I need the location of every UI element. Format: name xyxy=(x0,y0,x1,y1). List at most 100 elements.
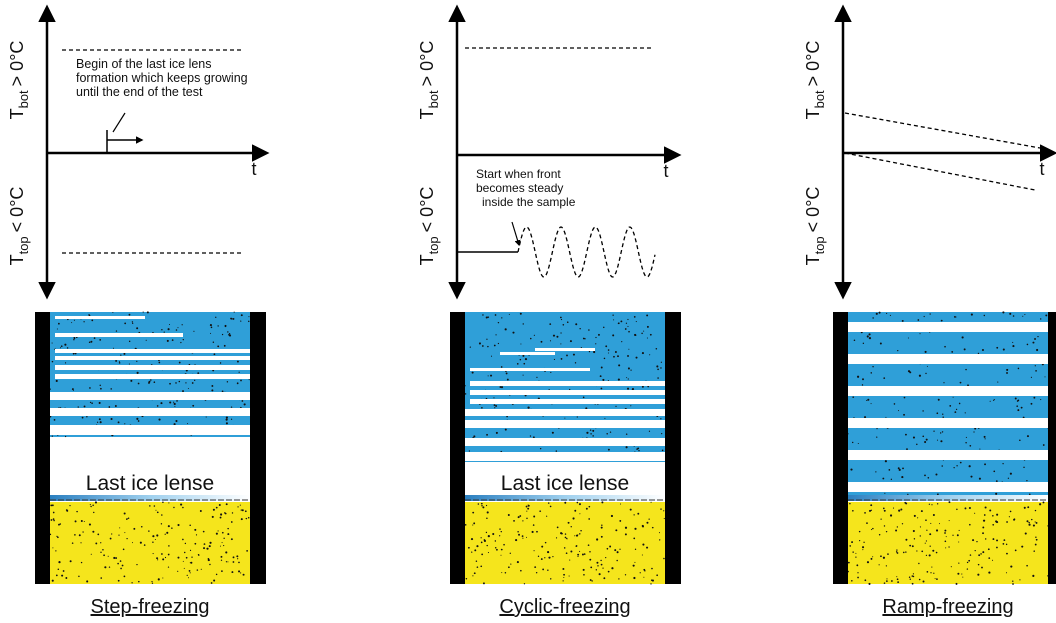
grain xyxy=(628,349,629,350)
grain xyxy=(246,518,247,519)
grain xyxy=(501,555,502,556)
grain xyxy=(913,576,915,578)
grain xyxy=(79,534,81,536)
grain xyxy=(660,418,661,419)
grain xyxy=(166,532,168,534)
grain xyxy=(582,554,584,556)
grain xyxy=(569,575,570,576)
grain xyxy=(216,574,218,576)
grain xyxy=(141,526,143,528)
grain xyxy=(902,320,904,322)
grain xyxy=(904,397,906,399)
annotation-line: until the end of the test xyxy=(76,85,203,99)
grain xyxy=(72,388,74,390)
grain xyxy=(635,549,636,550)
grain xyxy=(194,380,195,381)
grain xyxy=(544,557,545,558)
grain xyxy=(126,538,127,539)
grain xyxy=(897,552,899,554)
grain xyxy=(919,579,921,581)
grain xyxy=(523,363,525,365)
grain xyxy=(886,531,887,532)
grain xyxy=(625,574,626,575)
grain xyxy=(978,554,980,556)
grain xyxy=(481,537,482,538)
leader xyxy=(512,222,519,245)
grain xyxy=(1028,522,1029,523)
grain xyxy=(949,501,951,503)
grain xyxy=(481,554,483,556)
grain xyxy=(590,566,592,568)
ice-lens xyxy=(50,392,250,400)
grain xyxy=(534,566,536,568)
grain xyxy=(584,338,585,339)
grain xyxy=(579,551,580,552)
grain xyxy=(184,552,185,553)
grain xyxy=(528,505,529,506)
grain xyxy=(512,332,514,334)
grain xyxy=(591,580,592,581)
grain xyxy=(642,544,644,546)
grain xyxy=(985,438,986,439)
grain xyxy=(52,342,53,343)
ice-lens xyxy=(50,425,250,435)
grain xyxy=(600,560,601,561)
grain xyxy=(124,323,126,325)
grain xyxy=(241,314,243,316)
grain xyxy=(1023,467,1024,468)
grain xyxy=(97,422,98,423)
subscript: top xyxy=(16,236,31,254)
grain xyxy=(969,524,971,526)
grain xyxy=(498,343,499,344)
grain xyxy=(965,442,966,443)
grain xyxy=(53,518,55,520)
grain xyxy=(643,331,644,332)
grain xyxy=(891,580,893,582)
grain xyxy=(883,557,885,559)
grain xyxy=(579,503,581,505)
grain xyxy=(661,362,662,363)
panel: tTbot> 0°CTtop< 0°CRamp-freezing xyxy=(803,8,1056,618)
grain xyxy=(100,552,101,553)
grain xyxy=(937,503,938,504)
grain xyxy=(590,579,592,581)
grain xyxy=(52,547,53,548)
grain xyxy=(1015,397,1017,399)
grain xyxy=(858,443,859,444)
grain xyxy=(945,547,946,548)
grain xyxy=(238,562,240,564)
grain xyxy=(627,355,629,357)
grain xyxy=(936,552,938,554)
annotation-line: becomes steady xyxy=(476,181,563,195)
grain xyxy=(91,554,92,555)
grain xyxy=(549,389,550,390)
grain xyxy=(637,447,639,449)
grain xyxy=(1024,507,1026,509)
grain xyxy=(136,418,138,420)
grain xyxy=(880,555,882,557)
grain xyxy=(206,416,207,417)
grain xyxy=(57,536,59,538)
grain xyxy=(602,379,604,381)
grain xyxy=(481,503,483,505)
grain xyxy=(930,523,931,524)
grain xyxy=(1036,522,1038,524)
grain xyxy=(916,444,917,445)
grain xyxy=(241,518,243,520)
grain xyxy=(541,558,543,560)
grain xyxy=(473,522,475,524)
grain xyxy=(182,390,184,392)
grain xyxy=(100,421,102,423)
grain xyxy=(81,520,83,522)
grain xyxy=(238,570,240,572)
grain xyxy=(50,504,52,506)
grain xyxy=(921,510,923,512)
grain xyxy=(66,509,68,511)
grain xyxy=(169,324,170,325)
grain xyxy=(955,316,956,317)
grain xyxy=(197,569,198,570)
grain xyxy=(226,561,227,562)
grain xyxy=(245,510,247,512)
grain xyxy=(175,382,177,384)
grain xyxy=(556,336,558,338)
